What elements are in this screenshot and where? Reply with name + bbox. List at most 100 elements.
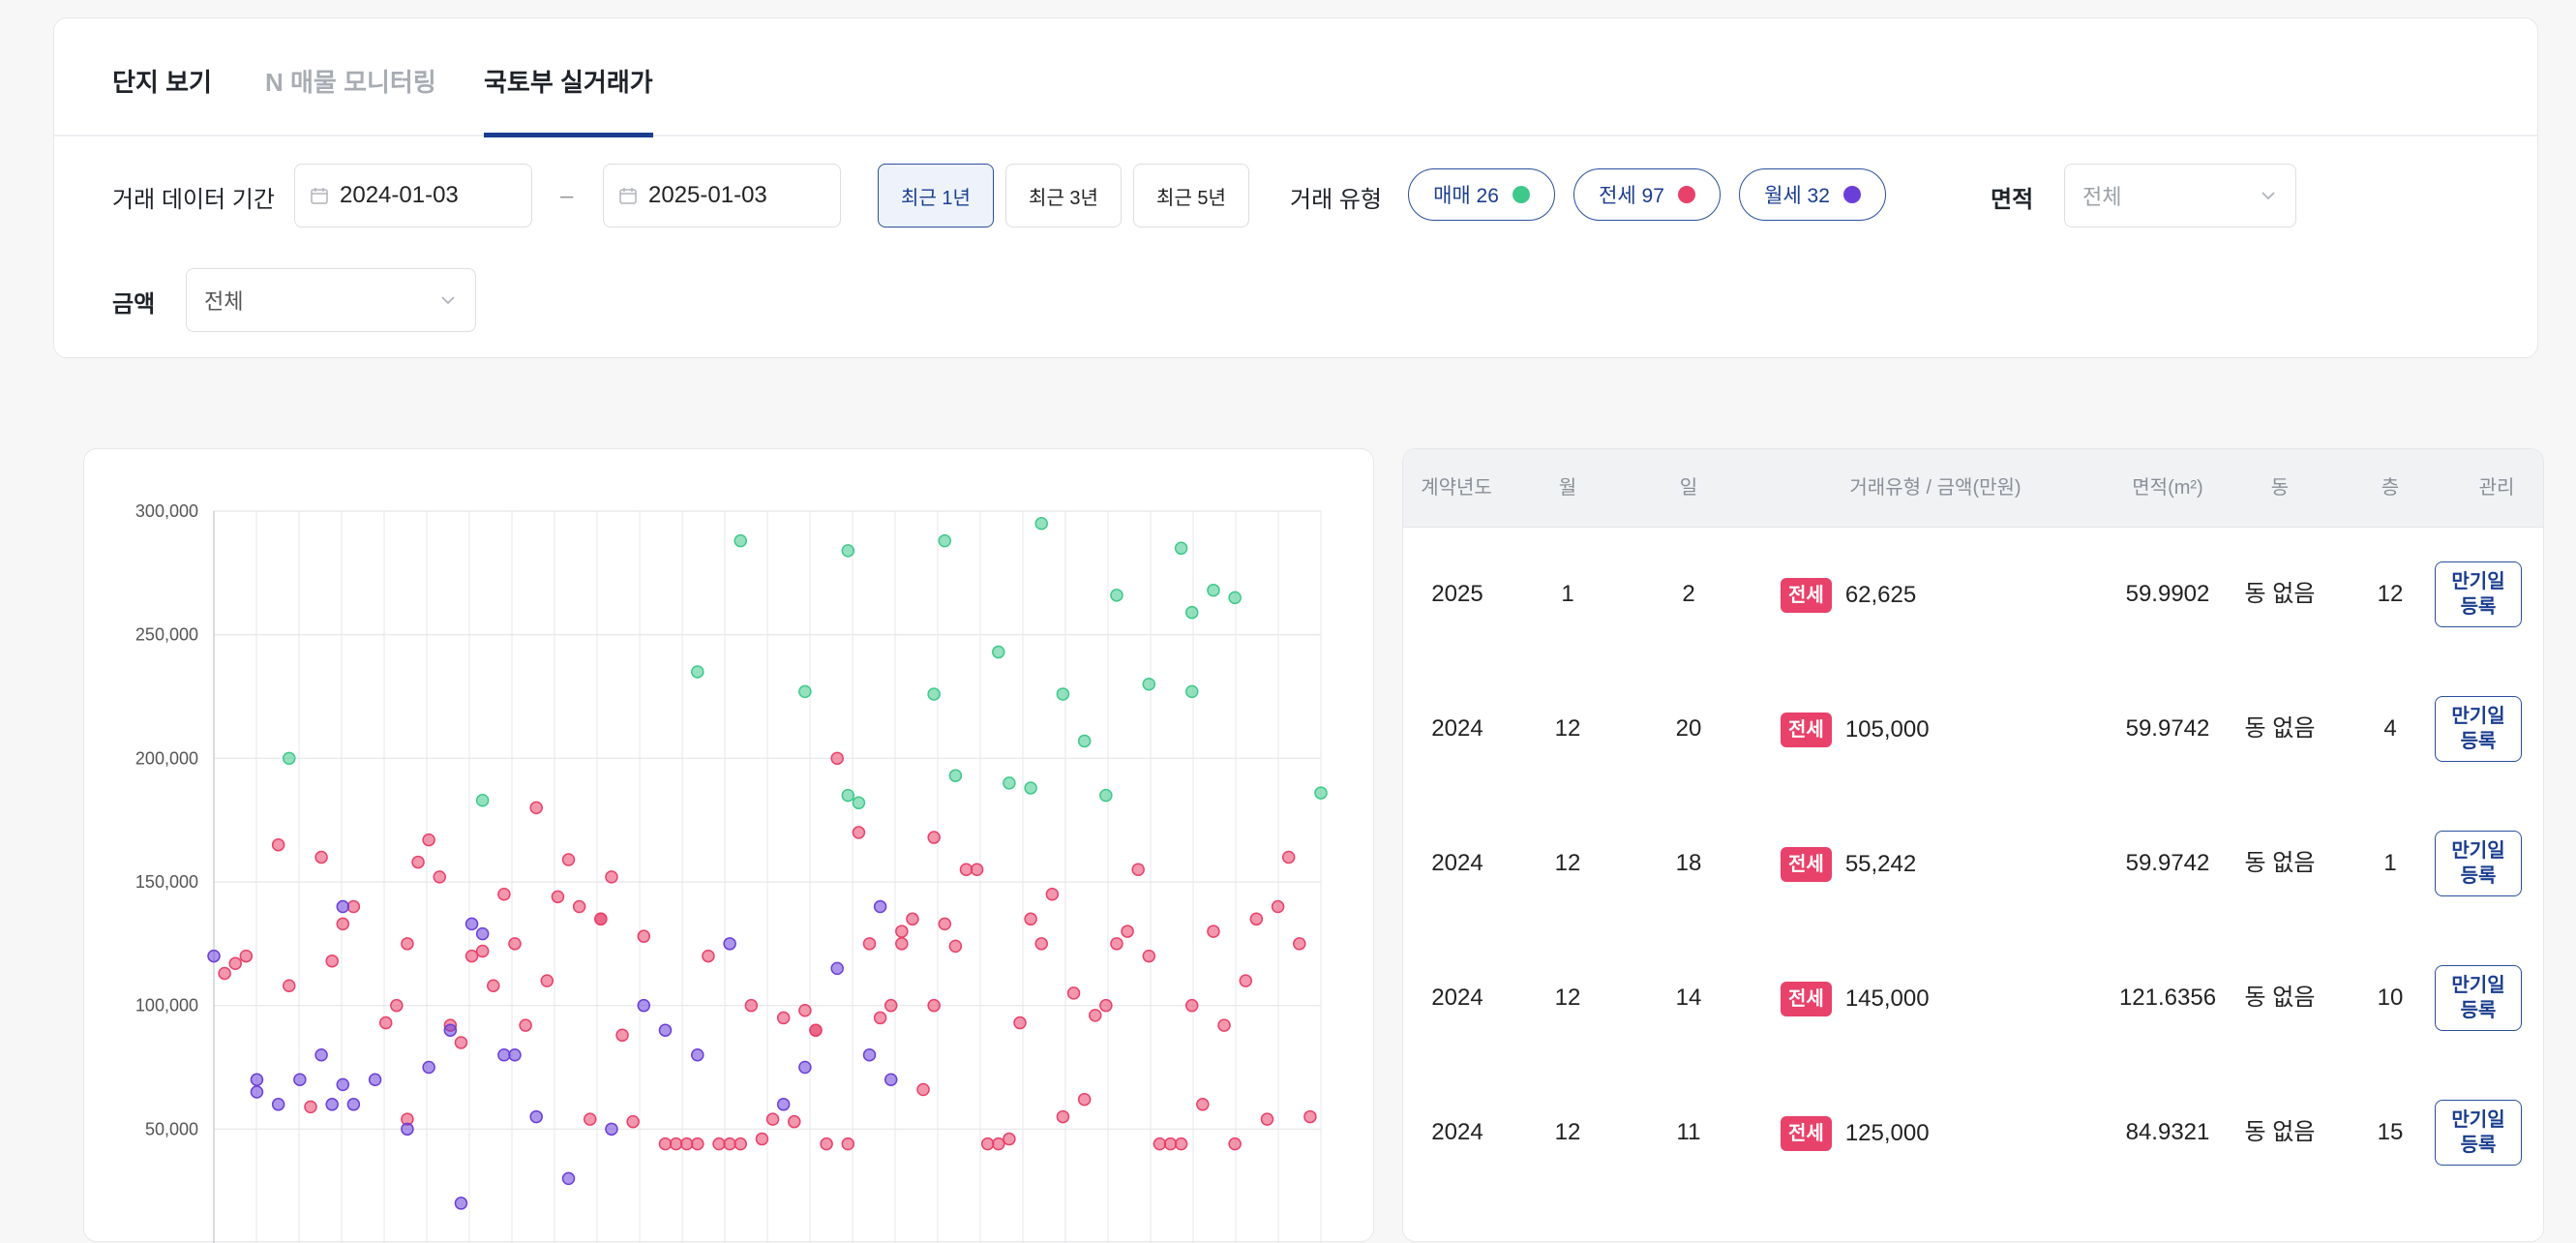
scatter-point[interactable] [282, 751, 296, 766]
scatter-point[interactable] [1153, 1137, 1167, 1151]
scatter-point[interactable] [315, 850, 328, 864]
scatter-point[interactable] [1003, 776, 1016, 790]
scatter-point[interactable] [884, 998, 898, 1013]
scatter-point[interactable] [1110, 589, 1123, 602]
chip-jeonse[interactable]: 전세 97 [1573, 168, 1721, 221]
scatter-point[interactable] [626, 1114, 640, 1129]
scatter-point[interactable] [852, 826, 866, 839]
scatter-point[interactable] [497, 1047, 511, 1062]
scatter-point[interactable] [433, 870, 446, 884]
scatter-point[interactable] [980, 1137, 995, 1151]
scatter-point[interactable] [401, 937, 414, 951]
register-expiry-button[interactable]: 만기일 등록 [2435, 561, 2522, 627]
scatter-point[interactable] [1142, 949, 1156, 963]
scatter-point[interactable] [862, 937, 877, 951]
scatter-point[interactable] [1207, 925, 1220, 938]
scatter-point[interactable] [1045, 888, 1060, 901]
scatter-point[interactable] [691, 665, 704, 679]
range-3y-button[interactable]: 최근 3년 [1005, 164, 1122, 227]
scatter-point[interactable] [605, 870, 618, 884]
date-from-input[interactable]: 2024-01-03 [294, 164, 532, 227]
scatter-point[interactable] [454, 1197, 468, 1210]
scatter-point[interactable] [830, 751, 844, 766]
scatter-point[interactable] [336, 917, 350, 931]
scatter-point[interactable] [927, 687, 941, 701]
scatter-point[interactable] [271, 837, 285, 852]
price-select[interactable]: 전체 [186, 268, 476, 332]
scatter-point[interactable] [658, 1023, 673, 1037]
scatter-point[interactable] [497, 888, 511, 901]
scatter-point[interactable] [454, 1036, 468, 1049]
scatter-point[interactable] [1207, 583, 1220, 597]
scatter-point[interactable] [561, 853, 576, 866]
scatter-point[interactable] [508, 1047, 522, 1062]
scatter-point[interactable] [390, 998, 404, 1013]
scatter-point[interactable] [1077, 734, 1092, 748]
scatter-point[interactable] [304, 1100, 317, 1114]
scatter-point[interactable] [798, 684, 812, 699]
scatter-point[interactable] [755, 1132, 769, 1146]
scatter-point[interactable] [895, 925, 909, 938]
scatter-point[interactable] [1303, 1109, 1317, 1124]
scatter-point[interactable] [1174, 541, 1188, 556]
scatter-point[interactable] [572, 899, 586, 914]
scatter-point[interactable] [1228, 591, 1242, 605]
scatter-point[interactable] [1163, 1137, 1178, 1151]
scatter-point[interactable] [401, 1122, 414, 1137]
scatter-point[interactable] [1077, 1092, 1092, 1107]
date-to-input[interactable]: 2025-01-03 [603, 164, 841, 227]
scatter-point[interactable] [1024, 912, 1037, 926]
scatter-point[interactable] [529, 1109, 543, 1124]
scatter-point[interactable] [712, 1137, 726, 1151]
scatter-point[interactable] [325, 1098, 339, 1111]
scatter-point[interactable] [1056, 687, 1070, 701]
scatter-point[interactable] [1003, 1132, 1016, 1146]
scatter-point[interactable] [529, 801, 543, 815]
scatter-point[interactable] [250, 1073, 264, 1087]
scatter-point[interactable] [464, 949, 479, 963]
scatter-point[interactable] [862, 1047, 877, 1062]
scatter-point[interactable] [938, 533, 952, 548]
scatter-point[interactable] [540, 974, 554, 987]
scatter-point[interactable] [1293, 937, 1306, 951]
scatter-point[interactable] [679, 1137, 694, 1151]
register-expiry-button[interactable]: 만기일 등록 [2435, 831, 2522, 896]
scatter-point[interactable] [1099, 998, 1113, 1013]
scatter-point[interactable] [841, 544, 855, 558]
tab-listing-monitoring[interactable]: N 매물 모니터링 [265, 68, 436, 97]
scatter-point[interactable] [336, 1077, 350, 1092]
scatter-point[interactable] [1314, 786, 1328, 800]
scatter-point[interactable] [228, 956, 242, 971]
area-select[interactable]: 전체 [2064, 164, 2296, 227]
scatter-point[interactable] [841, 1137, 855, 1151]
scatter-point[interactable] [239, 949, 254, 963]
scatter-point[interactable] [422, 1060, 435, 1075]
scatter-point[interactable] [895, 937, 909, 951]
scatter-point[interactable] [637, 929, 651, 943]
scatter-point[interactable] [1131, 863, 1145, 876]
scatter-point[interactable] [250, 1085, 264, 1099]
register-expiry-button[interactable]: 만기일 등록 [2435, 1100, 2522, 1166]
scatter-point[interactable] [271, 1098, 285, 1111]
scatter-point[interactable] [487, 979, 500, 992]
scatter-point[interactable] [948, 939, 963, 954]
scatter-point[interactable] [1260, 1112, 1274, 1126]
scatter-point[interactable] [1196, 1098, 1210, 1111]
scatter-point[interactable] [282, 979, 296, 992]
scatter-point[interactable] [1034, 517, 1048, 531]
scatter-point[interactable] [1110, 937, 1123, 951]
scatter-point[interactable] [218, 966, 231, 981]
scatter-point[interactable] [1056, 1109, 1070, 1124]
scatter-point[interactable] [734, 533, 747, 548]
scatter-point[interactable] [776, 1011, 791, 1025]
scatter-point[interactable] [970, 863, 984, 876]
scatter-point[interactable] [1184, 684, 1199, 699]
scatter-point[interactable] [368, 1073, 382, 1087]
scatter-point[interactable] [788, 1114, 801, 1129]
scatter-point[interactable] [906, 912, 919, 926]
scatter-point[interactable] [992, 645, 1005, 659]
scatter-point[interactable] [820, 1137, 833, 1151]
scatter-point[interactable] [798, 1060, 812, 1075]
scatter-point[interactable] [938, 917, 952, 931]
scatter-point[interactable] [1066, 986, 1081, 1000]
